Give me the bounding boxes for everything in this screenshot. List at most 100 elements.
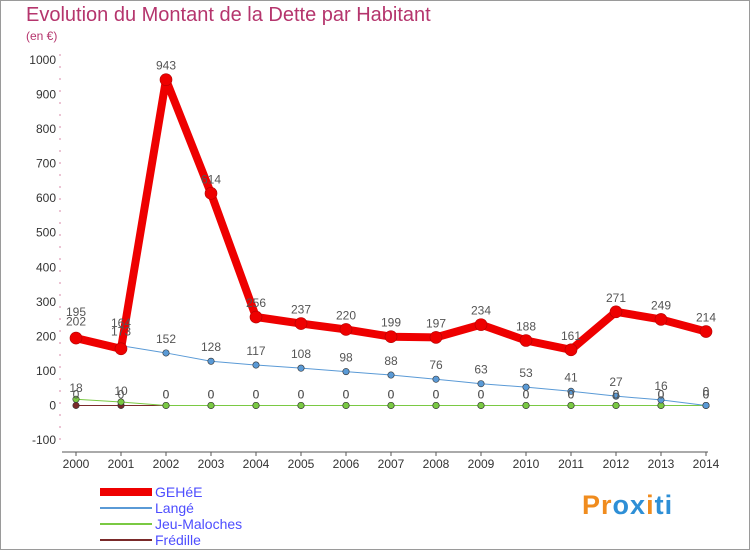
series-2-point-9	[477, 401, 485, 409]
x-tick-label-8: 2008	[423, 457, 450, 471]
x-tick-label-14: 2014	[693, 457, 720, 471]
series-0-point-0	[69, 331, 83, 345]
series-2-point-1	[117, 398, 125, 406]
series-2-point-11	[567, 401, 575, 409]
series-3-label-12: 0	[613, 387, 620, 401]
y-tick-label-2: 100	[36, 364, 56, 378]
y-tick-label-11: 1000	[29, 53, 56, 67]
logo-letter: o	[612, 490, 631, 520]
series-3-label-3: 0	[208, 387, 215, 401]
x-tick-label-12: 2012	[603, 457, 630, 471]
series-0-point-11	[564, 343, 578, 357]
series-3-label-9: 0	[478, 387, 485, 401]
series-2-label-11: 0	[568, 387, 575, 401]
series-2-point-4	[252, 401, 260, 409]
series-1-point-12	[612, 392, 620, 400]
x-tick-label-11: 2011	[558, 457, 584, 471]
series-3-label-4: 0	[253, 387, 260, 401]
x-tick-label-1: 2001	[108, 457, 135, 471]
logo-letter: t	[654, 490, 665, 520]
logo-letter: i	[664, 490, 674, 520]
series-0-label-2: 943	[156, 59, 176, 73]
series-1-point-13	[657, 396, 665, 404]
series-0-label-0: 195	[66, 305, 86, 319]
series-3-label-10: 0	[523, 387, 530, 401]
proxiti-logo: Proxiti	[582, 490, 673, 521]
legend-label-3: Frédille	[155, 532, 201, 548]
series-2-label-14: 0	[703, 387, 710, 401]
series-3-label-11: 0	[568, 387, 575, 401]
x-tick-label-7: 2007	[378, 457, 405, 471]
series-2-point-5	[297, 401, 305, 409]
series-2-point-3	[207, 401, 215, 409]
series-3-label-5: 0	[298, 387, 305, 401]
series-3-label-6: 0	[343, 387, 350, 401]
y-tick-label-7: 600	[36, 191, 56, 205]
series-1-label-2: 152	[156, 332, 176, 346]
x-tick-label-5: 2005	[288, 457, 315, 471]
x-tick-label-2: 2002	[153, 457, 180, 471]
series-2-point-0	[72, 395, 80, 403]
series-1-point-9	[477, 380, 485, 388]
series-2-label-12: 0	[613, 387, 620, 401]
series-2-label-6: 0	[343, 387, 350, 401]
legend-swatch-0	[100, 488, 152, 496]
series-0-point-2	[159, 73, 173, 86]
x-tick-label-13: 2013	[648, 457, 675, 471]
series-0-point-14	[699, 325, 713, 338]
series-1-label-14: 0	[703, 384, 710, 398]
y-tick-label-9: 800	[36, 122, 56, 136]
y-tick-label-4: 300	[36, 295, 56, 309]
x-tick-label-6: 2006	[333, 457, 360, 471]
series-2-label-5: 0	[298, 387, 305, 401]
series-0-point-9	[474, 318, 488, 331]
x-tick-label-10: 2010	[513, 457, 540, 471]
series-0-label-11: 161	[561, 329, 581, 343]
series-0-label-13: 249	[651, 298, 671, 312]
series-1-label-10: 53	[519, 366, 533, 380]
series-3-label-1: 0	[118, 387, 125, 401]
x-tick-label-3: 2003	[198, 457, 225, 471]
series-1-label-0: 202	[66, 315, 86, 329]
legend-label-0: GEHéE	[155, 484, 203, 500]
series-2-label-9: 0	[478, 387, 485, 401]
legend-item-1: Langé	[100, 500, 300, 516]
x-tick-label-4: 2004	[243, 457, 270, 471]
series-0-label-12: 271	[606, 291, 626, 305]
series-0-label-7: 199	[381, 316, 401, 330]
series-1-label-11: 41	[564, 370, 578, 384]
series-1-point-3	[207, 357, 215, 365]
legend-label-1: Langé	[155, 500, 194, 516]
series-1-point-14	[702, 401, 710, 409]
logo-letter: x	[630, 490, 647, 520]
series-0-label-4: 256	[246, 296, 266, 310]
series-1-label-4: 117	[246, 344, 265, 358]
series-0-point-7	[384, 330, 398, 344]
chart-title: Evolution du Montant de la Dette par Hab…	[26, 4, 431, 26]
series-1-label-9: 63	[474, 363, 488, 377]
y-tick-label-0: -100	[32, 433, 56, 447]
series-2-point-12	[612, 401, 620, 409]
series-1-point-8	[432, 375, 440, 383]
legend-item-2: Jeu-Maloches	[100, 516, 300, 532]
series-0-label-1: 164	[111, 316, 131, 330]
legend-label-2: Jeu-Maloches	[155, 516, 243, 532]
series-2-label-7: 0	[388, 387, 395, 401]
series-2-label-1: 10	[114, 384, 128, 398]
series-3-label-14: 0	[703, 387, 710, 401]
series-2-point-8	[432, 401, 440, 409]
series-0-point-13	[654, 313, 668, 326]
series-1-point-5	[297, 364, 305, 372]
series-1-point-6	[342, 368, 350, 376]
series-3-point-0	[72, 401, 80, 409]
series-0-label-3: 614	[201, 172, 221, 186]
series-2-label-4: 0	[253, 387, 260, 401]
series-2-label-2: 0	[163, 387, 170, 401]
x-tick-label-9: 2009	[468, 457, 495, 471]
series-0-label-6: 220	[336, 308, 356, 322]
logo-letter: i	[646, 490, 655, 520]
logo-letter: r	[601, 490, 613, 520]
series-0-label-10: 188	[516, 320, 536, 334]
legend-item-0: GEHéE	[100, 484, 300, 500]
series-1-label-7: 88	[384, 354, 398, 368]
